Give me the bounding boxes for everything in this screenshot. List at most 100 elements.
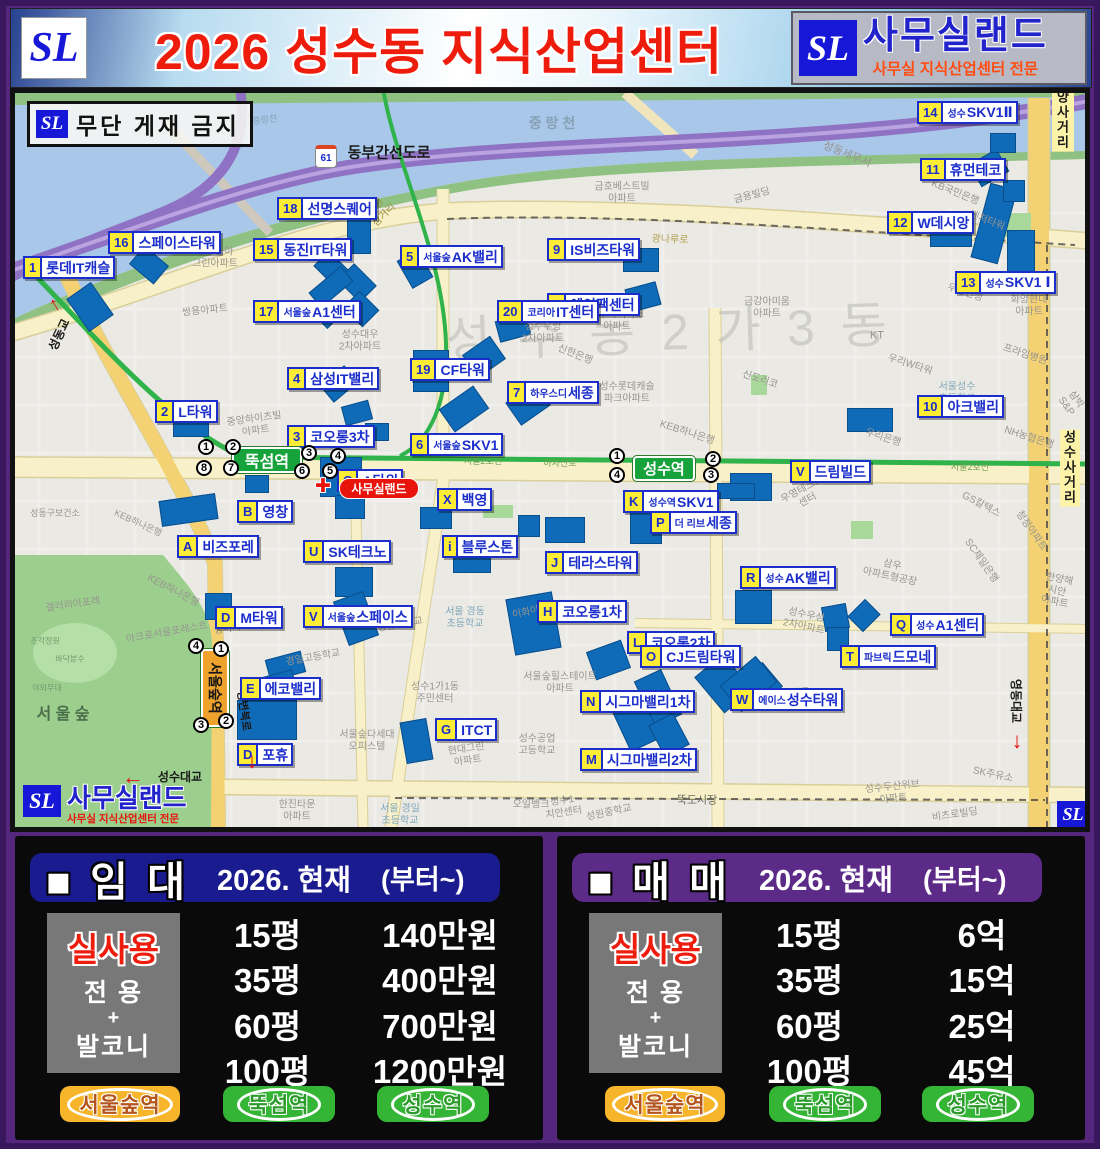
building-label: G ITCT: [435, 718, 498, 741]
building-shape: [335, 495, 365, 519]
building-label: J 테라스타워: [545, 551, 638, 574]
label-text: 드모네: [892, 648, 932, 665]
map-place-label: 갤러리아포레: [44, 595, 102, 615]
rent-panel: ■ 임 대 2026. 현재 (부터~) 실사용 전 용 + 발코니 15평 14…: [15, 836, 543, 1140]
usage-plus: +: [649, 1007, 662, 1029]
station-pill-label: 뚝섬역: [794, 1094, 856, 1117]
label-prefix: 성수: [985, 279, 1004, 290]
map-place-label: 조각정원: [30, 636, 60, 646]
map-place-label: 쌍용아파트: [181, 302, 229, 319]
label-chip: U: [305, 542, 325, 561]
label-chip: B: [239, 502, 259, 521]
copyright-notice-text: 무단 게재 금지: [76, 113, 240, 139]
price-table: 15평 6억 35평 15억 60평 25억 100평 45억: [727, 918, 1072, 1090]
map-place-label: 서울 경일 초등학교: [380, 803, 420, 827]
label-chip: K: [625, 492, 645, 511]
station-exit-number: 7: [223, 460, 239, 476]
building-label: H 코오롱1차: [537, 600, 627, 623]
station-pill: 서울숲역: [605, 1086, 725, 1122]
size-value: 35평: [775, 962, 844, 1000]
label-text: IS비즈타워: [570, 241, 635, 258]
label-text: 코오롱1차: [562, 603, 622, 620]
label-chip: 15: [255, 240, 280, 259]
label-chip: 6: [412, 435, 430, 454]
price-value: 1200만원: [372, 1052, 508, 1090]
building-shape: [717, 483, 755, 499]
map-place-label: 중 랑 천: [528, 114, 576, 131]
building-label: 16 스페이스타워: [108, 231, 221, 254]
label-text: 동진IT타워: [283, 241, 348, 258]
map-place-label: KEB하나은행: [658, 418, 716, 447]
size-value: 100평: [224, 1052, 311, 1090]
station-pill: 서울숲역: [60, 1086, 180, 1122]
label-prefix: 코리아: [527, 308, 556, 319]
building-label: 10 아크밸리: [917, 395, 1004, 418]
label-chip: 14: [919, 103, 944, 122]
label-text: ITCT: [461, 721, 493, 738]
label-chip: 20: [499, 302, 524, 321]
building-label: 19 CF타워: [410, 358, 490, 381]
panel-title: ■ 임 대: [46, 858, 189, 905]
map-place-label: 서울2호선: [463, 455, 503, 466]
label-text: 코오롱3차: [310, 428, 370, 445]
label-text: A1센터: [312, 303, 356, 320]
map-place-label: KT: [869, 329, 885, 342]
label-text: 롯데IT캐슬: [46, 259, 111, 276]
panel-from: (부터~): [923, 865, 1007, 895]
river: [15, 97, 1085, 318]
building-label: 2 L타워: [155, 400, 218, 423]
map-place-label: 성수두산위브 아파트: [864, 778, 921, 806]
sl-logo-icon: SL: [799, 20, 857, 76]
usage-line1: 실사용: [67, 931, 160, 968]
watermark-brand-name: 사무실랜드: [67, 783, 187, 813]
station-exit-number: 1: [609, 448, 625, 464]
label-chip: 13: [957, 273, 982, 292]
label-prefix: 성수역: [648, 498, 676, 509]
map-place-label: 경일고등학교: [284, 647, 342, 668]
building-label: K 성수역 SKV1: [623, 490, 719, 513]
label-chip: N: [582, 692, 602, 711]
price-value: 400만원: [382, 962, 498, 1000]
label-text: M타워: [240, 609, 278, 626]
map-place-label: 오일뱅크: [512, 799, 550, 811]
map-place-label: 한진타운 아파트: [278, 799, 316, 823]
label-text: W데시앙: [917, 214, 970, 231]
station-exit-number: 3: [703, 467, 719, 483]
usage-plus: +: [107, 1007, 120, 1029]
label-text: 선명스퀘어: [307, 200, 372, 217]
station-exit-number: 2: [218, 713, 234, 729]
map-place-label: 청정아파트: [1013, 508, 1049, 553]
building-label: O CJ드림타워: [640, 645, 741, 668]
station-exit-number: 1: [198, 439, 214, 455]
label-text: 시그마밸리1차: [605, 693, 691, 710]
station-pills: 서울숲역 뚝섬역 성수역: [557, 1086, 1085, 1126]
price-value: 25억: [948, 1007, 1016, 1045]
size-value: 35평: [233, 962, 302, 1000]
building-label: X 백영: [437, 488, 493, 511]
station-pill-label: 뚝섬역: [248, 1094, 310, 1117]
station-exit-number: 3: [301, 445, 317, 461]
station-name: 서울숲역: [207, 662, 223, 714]
price-row: 100평 45억: [727, 1053, 1072, 1090]
map-place-label: 화양 사거리: [1052, 93, 1074, 152]
map-place-label: KEB하나은행: [112, 507, 164, 539]
sale-panel-header: ■ 매 매 2026. 현재 (부터~): [572, 853, 1042, 905]
label-text: IT센터: [556, 303, 595, 320]
station-name: 성수역: [643, 461, 685, 478]
station-pill-ring: 성수역: [390, 1087, 476, 1121]
map-place-label: 바닥분수: [55, 654, 85, 664]
label-text: 테라스타워: [568, 554, 633, 571]
building-shape: [545, 517, 585, 543]
sl-logo-text: SL: [29, 25, 79, 71]
label-text: A1센터: [935, 616, 980, 633]
building-label: U SK테크노: [303, 540, 392, 563]
label-prefix: 하우스디: [530, 389, 568, 400]
building-label: 18 선명스퀘어: [277, 197, 377, 220]
building-label: 17 서울숲 A1센터: [253, 300, 361, 323]
price-value: 6억: [957, 917, 1007, 954]
label-prefix: 서울숲: [433, 441, 461, 452]
map-place-label: 성동구보건소: [30, 507, 80, 518]
price-value: 140만원: [382, 917, 498, 954]
station-pills: 서울숲역 뚝섬역 성수역: [15, 1086, 543, 1126]
map-place-label: 현대그린 아파트: [447, 741, 486, 768]
